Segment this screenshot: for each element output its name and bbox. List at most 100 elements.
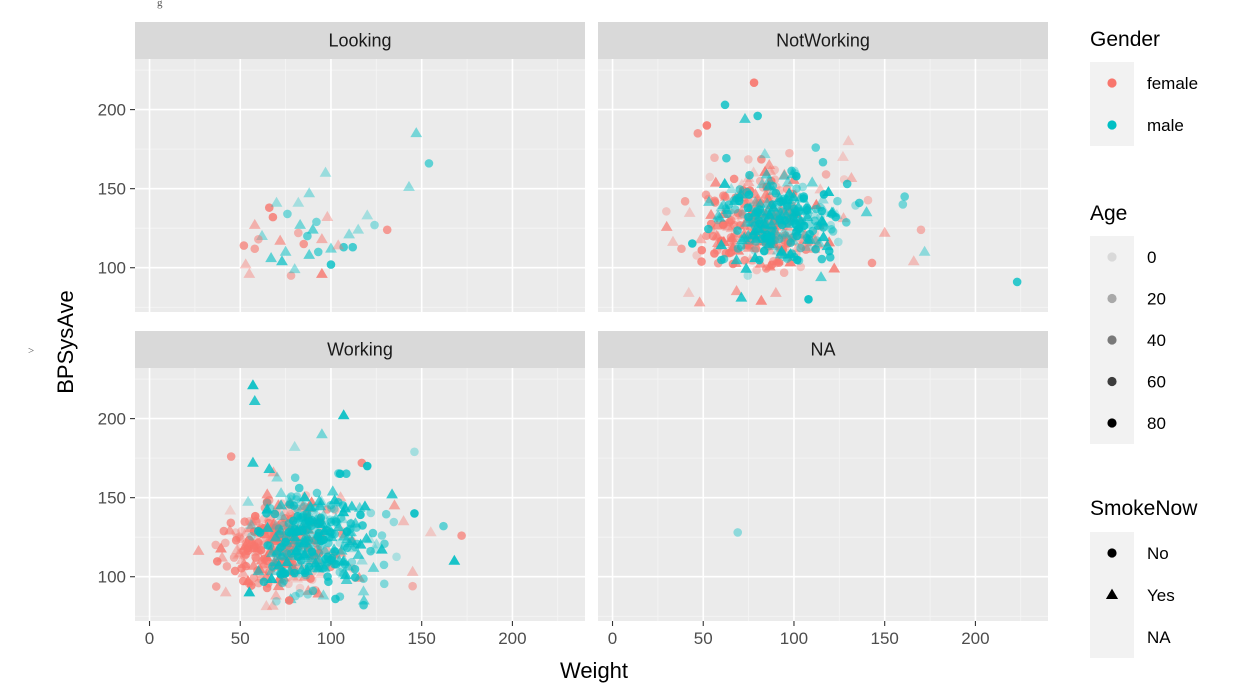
data-point-triangle — [223, 524, 236, 535]
data-point-circle — [259, 577, 269, 587]
data-point-circle — [362, 461, 372, 471]
facet-panel-working: Working 100 150 200 0 50 100 150 200 — [98, 331, 585, 648]
legend-swatch-female — [1107, 78, 1117, 88]
data-point-circle — [794, 256, 804, 265]
data-point-triangle — [304, 501, 317, 512]
data-point-circle — [834, 237, 843, 247]
data-point-circle — [307, 547, 317, 556]
data-point-triangle — [715, 201, 728, 212]
data-point-circle — [740, 256, 749, 265]
data-point-triangle — [271, 471, 284, 482]
data-point-circle — [221, 538, 230, 548]
data-point-circle — [284, 596, 294, 605]
legend-label: Yes — [1147, 586, 1175, 605]
data-point-triangle — [738, 231, 751, 242]
data-point-triangle — [242, 495, 254, 506]
data-point-triangle — [276, 255, 288, 266]
data-point-circle — [753, 111, 762, 121]
data-point-triangle — [296, 500, 309, 511]
data-point-triangle — [235, 554, 248, 565]
data-point-triangle — [274, 524, 287, 535]
data-point-triangle — [315, 495, 328, 506]
data-point-circle — [761, 239, 771, 249]
data-point-triangle — [842, 135, 855, 146]
data-point-triangle — [318, 544, 331, 555]
facet-strip-label: Working — [327, 340, 393, 360]
data-point-triangle — [356, 554, 368, 565]
data-point-circle — [237, 563, 246, 573]
data-point-triangle — [316, 233, 328, 244]
data-point-circle — [916, 225, 926, 235]
data-point-triangle — [328, 543, 340, 554]
legend-swatch-age — [1107, 376, 1117, 387]
data-point-circle — [379, 579, 389, 589]
data-point-triangle — [694, 233, 707, 244]
data-point-circle — [270, 509, 280, 519]
data-point-triangle — [710, 229, 723, 240]
data-point-triangle — [815, 271, 827, 282]
data-point-triangle — [397, 515, 410, 526]
data-point-circle — [760, 213, 770, 222]
data-point-circle — [791, 169, 800, 178]
data-point-triangle — [338, 554, 350, 565]
data-point-circle — [335, 567, 345, 577]
data-point-circle — [348, 242, 358, 252]
facet-strip — [598, 22, 1048, 59]
y-tick-label: 100 — [98, 259, 126, 278]
data-point-triangle — [359, 500, 371, 511]
data-point-triangle — [306, 223, 319, 234]
data-point-triangle — [294, 556, 307, 567]
data-point-triangle — [339, 569, 352, 580]
data-point-circle — [812, 236, 822, 245]
data-point-circle — [677, 244, 686, 254]
legend-label: 0 — [1147, 248, 1156, 267]
legend-label: male — [1147, 116, 1184, 135]
data-point-triangle — [332, 239, 345, 250]
data-point-circle — [254, 234, 263, 244]
data-point-triangle — [767, 184, 780, 195]
data-point-triangle — [346, 535, 358, 546]
data-point-circle — [240, 517, 250, 526]
data-point-circle — [787, 249, 797, 258]
x-tick-label: 150 — [408, 629, 436, 648]
data-point-triangle — [410, 127, 423, 138]
data-point-triangle — [357, 585, 370, 596]
data-point-circle — [229, 553, 239, 562]
data-point-circle — [284, 527, 294, 537]
data-point-triangle — [360, 532, 373, 543]
stray-left-glyph: > — [28, 345, 34, 357]
data-point-circle — [808, 226, 818, 236]
data-point-triangle — [742, 241, 755, 252]
data-point-circle — [827, 225, 836, 234]
data-point-triangle — [802, 240, 815, 251]
data-point-circle — [805, 220, 814, 229]
legend-gender-title: Gender — [1090, 28, 1160, 51]
data-point-circle — [379, 560, 389, 570]
data-point-circle — [342, 527, 352, 536]
data-point-triangle — [756, 178, 768, 189]
data-point-triangle — [802, 233, 814, 244]
data-point-circle — [244, 535, 254, 545]
data-point-triangle — [302, 554, 315, 565]
data-point-circle — [817, 254, 827, 264]
data-point-circle — [680, 197, 690, 206]
data-point-triangle — [424, 526, 437, 537]
data-point-circle — [867, 258, 877, 268]
data-point-circle — [854, 198, 864, 208]
data-point-triangle — [314, 500, 327, 511]
data-point-circle — [350, 564, 360, 574]
data-point-circle — [819, 223, 828, 232]
data-point-circle — [733, 244, 743, 253]
data-points — [733, 528, 743, 537]
data-point-triangle — [730, 285, 743, 296]
data-point-triangle — [290, 544, 302, 556]
data-point-triangle — [769, 286, 782, 297]
data-point-triangle — [303, 248, 316, 259]
x-tick-label: 150 — [871, 629, 899, 648]
data-point-circle — [308, 586, 318, 596]
legend-swatch-circle — [1107, 548, 1117, 558]
data-point-circle — [811, 244, 821, 254]
data-point-circle — [841, 218, 851, 227]
data-point-triangle — [730, 254, 743, 265]
